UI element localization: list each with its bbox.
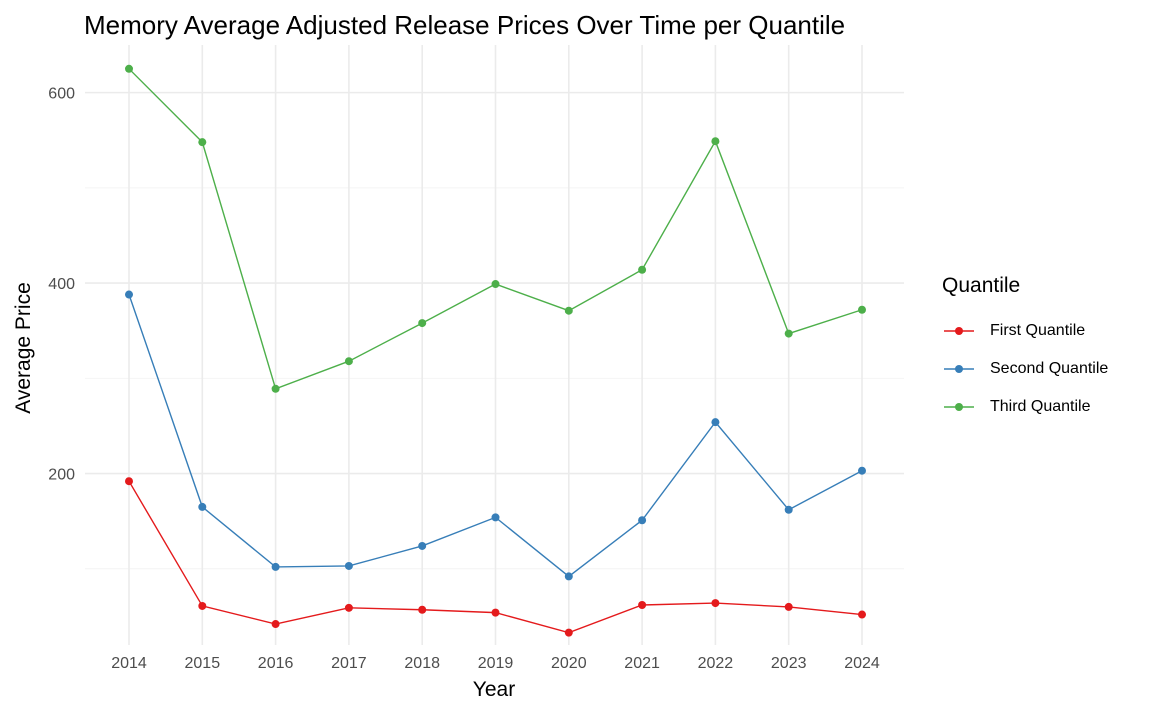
data-point-second-quantile (125, 290, 133, 299)
data-point-second-quantile (638, 516, 647, 525)
x-tick-label: 2019 (478, 655, 514, 672)
legend-item: Second Quantile (942, 350, 1108, 388)
data-point-first-quantile (418, 605, 427, 614)
data-point-first-quantile (638, 601, 647, 609)
x-axis-title: Year (473, 678, 515, 701)
series-second-quantile (125, 290, 866, 581)
data-point-third-quantile (198, 138, 207, 147)
legend-key (944, 403, 974, 411)
data-point-first-quantile (125, 477, 133, 486)
legend-label: Second Quantile (990, 360, 1109, 377)
data-point-second-quantile (344, 561, 353, 570)
x-tick-label: 2022 (698, 655, 734, 672)
data-point-third-quantile (344, 357, 353, 366)
legend-label: Third Quantile (990, 398, 1091, 415)
data-point-second-quantile (858, 466, 866, 475)
data-point-third-quantile (858, 305, 866, 314)
series-layer (125, 64, 866, 637)
legend-title: Quantile (942, 274, 1021, 297)
data-point-first-quantile (344, 603, 353, 612)
data-point-second-quantile (564, 572, 573, 581)
legend-key (944, 327, 974, 335)
data-point-second-quantile (418, 541, 427, 550)
data-point-second-quantile (271, 562, 280, 571)
series-first-quantile (125, 477, 866, 637)
data-point-first-quantile (198, 601, 207, 610)
data-point-third-quantile (638, 265, 647, 274)
data-point-third-quantile (271, 384, 280, 393)
x-tick-label: 2023 (771, 655, 807, 672)
data-point-third-quantile (711, 137, 720, 146)
y-tick-label: 600 (48, 86, 75, 103)
x-axis-ticks: 2014 2015 2016 2017 2018 2019 2020 2021 2022 2023… (111, 655, 880, 672)
y-axis-ticks: 200 400 600 (48, 86, 75, 484)
legend: Quantile First Quantile Second Quantile Th… (942, 274, 1108, 426)
data-point-first-quantile (491, 608, 500, 617)
data-point-second-quantile (784, 505, 793, 514)
data-point-second-quantile (198, 502, 207, 511)
data-point-third-quantile (491, 280, 500, 289)
data-point-third-quantile (418, 319, 427, 328)
chart-title: Memory Average Adjusted Release Prices O… (84, 10, 846, 40)
data-point-first-quantile (784, 602, 793, 611)
data-point-first-quantile (564, 628, 573, 637)
x-tick-label: 2018 (404, 655, 440, 672)
data-point-first-quantile (711, 599, 720, 608)
x-tick-label: 2021 (624, 655, 660, 672)
data-point-second-quantile (491, 513, 500, 522)
x-tick-label: 2015 (185, 655, 221, 672)
data-point-second-quantile (711, 418, 720, 427)
x-tick-label: 2014 (111, 655, 147, 672)
y-axis-title: Average Price (12, 282, 35, 414)
x-tick-label: 2024 (844, 655, 880, 672)
data-point-third-quantile (564, 306, 573, 315)
x-tick-label: 2016 (258, 655, 294, 672)
data-point-first-quantile (271, 620, 280, 629)
legend-key (944, 365, 974, 373)
legend-item: Third Quantile (942, 388, 1108, 426)
series-third-quantile (125, 64, 866, 393)
y-tick-label: 400 (48, 276, 75, 293)
data-point-third-quantile (784, 329, 793, 338)
data-point-first-quantile (858, 610, 866, 619)
x-tick-label: 2020 (551, 655, 587, 672)
legend-item: First Quantile (942, 312, 1108, 350)
grid-lines (85, 45, 904, 645)
data-point-third-quantile (125, 64, 133, 73)
y-tick-label: 200 (48, 467, 75, 484)
legend-items: First Quantile Second Quantile Third Quant… (942, 312, 1108, 426)
legend-label: First Quantile (990, 322, 1086, 339)
x-tick-label: 2017 (331, 655, 367, 672)
